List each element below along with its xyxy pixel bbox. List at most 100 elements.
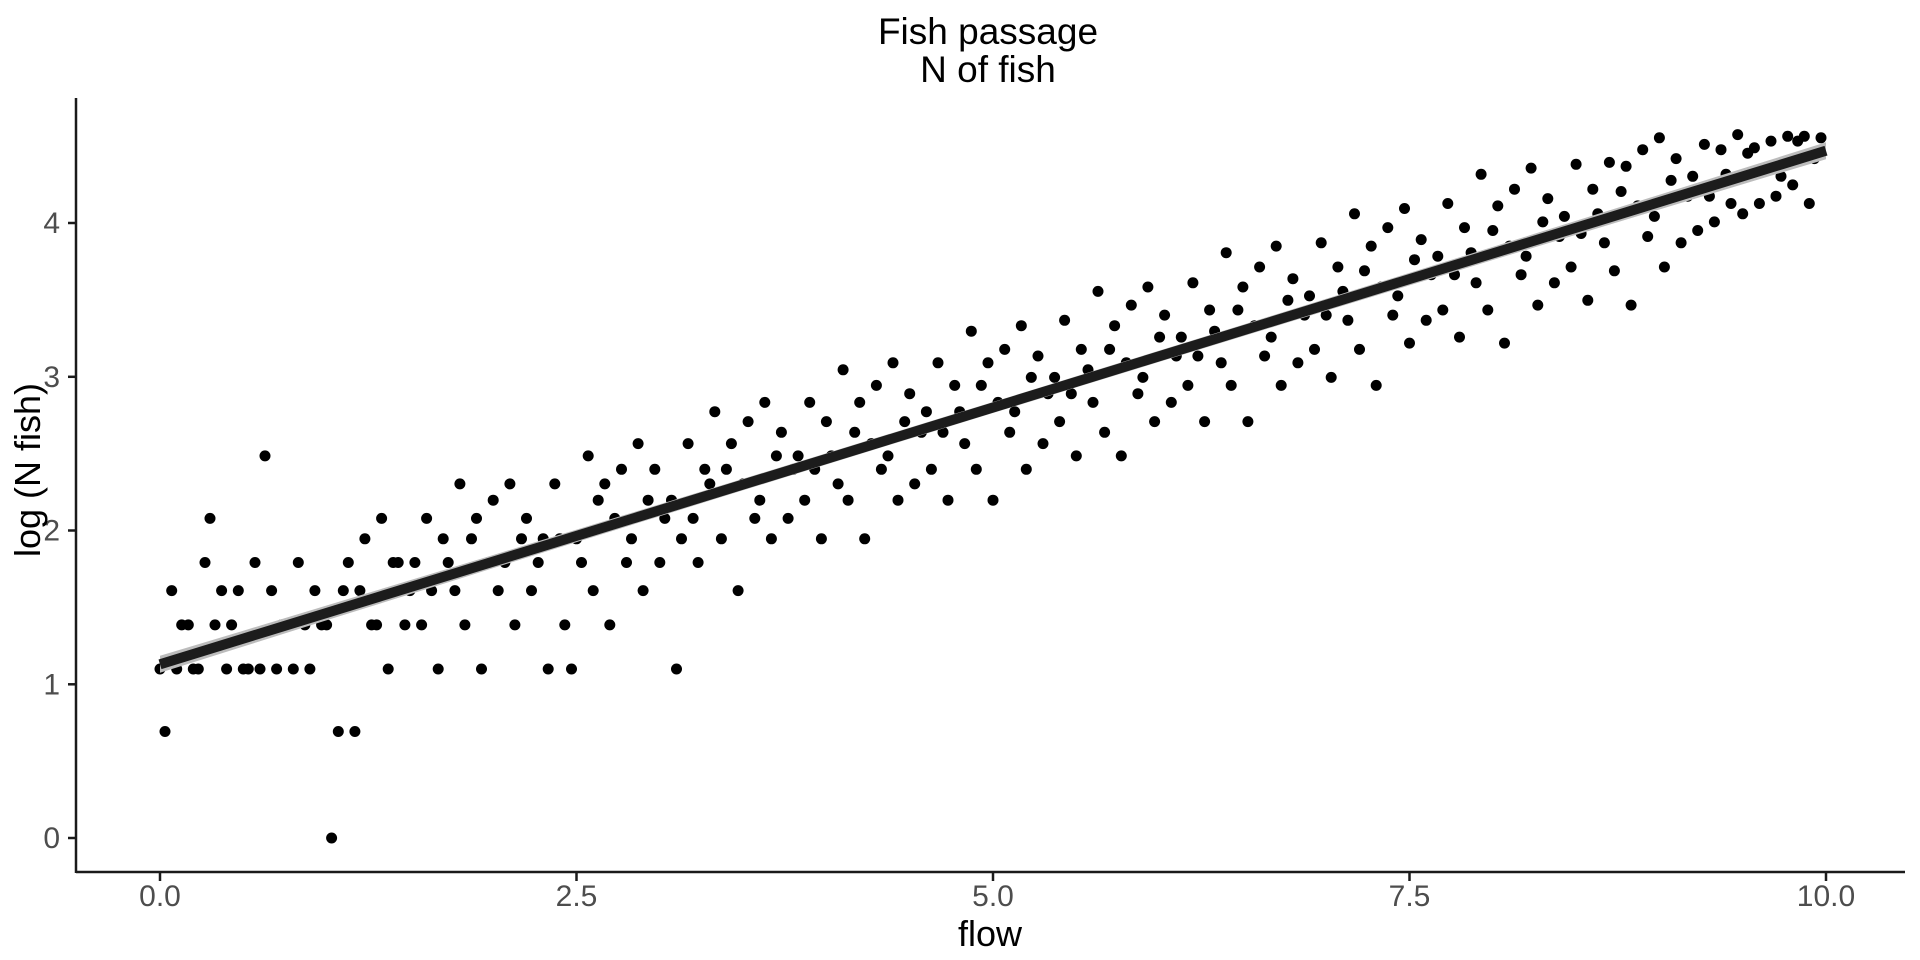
regression-line bbox=[158, 145, 1828, 670]
data-point bbox=[987, 494, 999, 506]
data-point bbox=[782, 512, 794, 524]
data-point bbox=[1099, 426, 1111, 438]
x-axis-label: flow bbox=[958, 913, 1023, 954]
y-axis-tick-label: 4 bbox=[43, 207, 60, 240]
data-point bbox=[715, 533, 727, 545]
data-point bbox=[671, 663, 682, 675]
data-point bbox=[359, 533, 371, 545]
data-point bbox=[432, 663, 444, 675]
data-point bbox=[1192, 350, 1204, 362]
data-point bbox=[1015, 320, 1027, 332]
axes-layer bbox=[74, 98, 1905, 874]
data-point bbox=[1737, 208, 1749, 220]
data-point bbox=[1409, 254, 1420, 266]
y-axis-tick-label: 1 bbox=[43, 668, 60, 701]
data-point bbox=[792, 450, 804, 462]
data-point bbox=[1608, 265, 1620, 277]
data-point bbox=[332, 726, 344, 737]
data-point bbox=[342, 557, 354, 568]
data-point bbox=[642, 494, 654, 506]
data-point bbox=[371, 619, 383, 631]
data-point bbox=[337, 585, 349, 597]
data-point bbox=[1204, 304, 1216, 316]
data-point bbox=[1432, 250, 1444, 262]
data-point bbox=[959, 438, 971, 450]
data-point bbox=[1349, 208, 1360, 220]
data-point bbox=[321, 619, 333, 631]
data-point bbox=[1482, 304, 1494, 316]
y-axis-tick-label: 2 bbox=[43, 515, 60, 548]
data-point bbox=[754, 494, 766, 506]
data-point bbox=[1748, 142, 1760, 154]
data-point bbox=[1392, 290, 1404, 302]
data-point bbox=[221, 663, 233, 675]
data-point bbox=[1565, 261, 1577, 273]
data-point bbox=[392, 557, 404, 568]
data-point bbox=[309, 585, 321, 597]
data-point bbox=[1732, 129, 1744, 141]
data-point bbox=[1770, 190, 1782, 202]
data-point bbox=[1009, 406, 1021, 418]
data-point bbox=[1142, 281, 1154, 293]
data-point bbox=[1620, 160, 1632, 172]
data-point bbox=[942, 494, 954, 506]
data-point bbox=[1292, 357, 1304, 369]
data-point bbox=[682, 438, 694, 450]
data-point bbox=[1404, 337, 1415, 349]
data-point bbox=[892, 494, 904, 506]
data-point bbox=[1315, 237, 1327, 249]
data-point bbox=[1642, 231, 1654, 242]
data-point bbox=[599, 478, 611, 490]
data-point bbox=[1775, 170, 1787, 182]
data-point bbox=[932, 357, 944, 369]
data-point bbox=[166, 585, 178, 597]
data-point bbox=[1070, 450, 1082, 462]
data-point bbox=[687, 512, 699, 524]
data-point bbox=[516, 533, 527, 545]
data-point bbox=[582, 450, 594, 462]
data-point bbox=[1648, 210, 1660, 222]
data-point bbox=[1004, 426, 1016, 438]
data-point bbox=[1075, 343, 1087, 355]
data-point bbox=[1437, 304, 1449, 316]
data-point bbox=[832, 478, 844, 490]
data-point bbox=[1182, 379, 1194, 391]
data-point bbox=[521, 512, 532, 524]
data-point bbox=[1537, 216, 1549, 228]
data-point bbox=[509, 619, 521, 631]
data-point bbox=[1387, 309, 1399, 321]
data-point bbox=[1698, 138, 1710, 150]
data-point bbox=[1670, 153, 1682, 165]
data-point bbox=[254, 663, 266, 675]
data-point bbox=[1665, 174, 1677, 186]
data-point bbox=[249, 557, 261, 568]
data-point bbox=[1242, 416, 1254, 428]
data-point bbox=[549, 478, 561, 490]
ticks-layer: 0.0 2.5 5.0 7.5 10.0 0 1 2 3 4 bbox=[43, 207, 1855, 913]
data-point bbox=[1542, 193, 1554, 205]
data-point bbox=[576, 557, 587, 568]
data-point bbox=[1087, 396, 1099, 408]
data-point bbox=[1798, 130, 1810, 142]
data-point bbox=[699, 463, 711, 475]
data-point bbox=[266, 585, 278, 597]
data-point bbox=[1782, 130, 1794, 142]
data-point bbox=[875, 463, 887, 475]
data-point bbox=[271, 663, 283, 675]
data-point bbox=[709, 406, 721, 418]
data-point bbox=[1332, 261, 1344, 273]
data-point bbox=[765, 533, 777, 545]
data-point bbox=[1765, 135, 1777, 147]
data-point bbox=[704, 478, 716, 490]
data-point bbox=[592, 494, 604, 506]
data-point bbox=[1154, 331, 1166, 343]
data-point bbox=[1287, 273, 1299, 285]
data-point bbox=[1499, 337, 1510, 349]
data-point bbox=[1370, 379, 1382, 391]
data-point bbox=[526, 585, 537, 597]
data-point bbox=[199, 557, 211, 568]
data-point bbox=[376, 512, 388, 524]
data-point bbox=[216, 585, 228, 597]
data-point bbox=[466, 533, 477, 545]
